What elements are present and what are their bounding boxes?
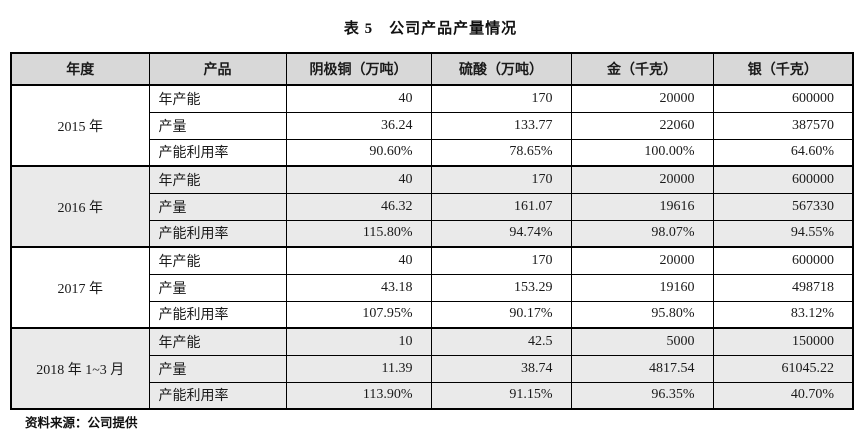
source-note: 资料来源：公司提供 <box>25 416 138 430</box>
year-cell: 2017 年 <box>10 246 150 329</box>
value-cell: 150000 <box>712 327 854 356</box>
column-header-product: 产品 <box>148 52 287 86</box>
value-cell: 600000 <box>712 84 854 113</box>
value-cell: 387570 <box>712 111 854 140</box>
value-cell: 5000 <box>570 327 714 356</box>
table-body: 2015 年年产能 40 170 20000 600000 产量 36.24 133.77 22… <box>10 84 854 410</box>
value-cell: 83.12% <box>712 300 854 329</box>
row-label-cell: 产量 <box>148 273 287 302</box>
table-row: 2018 年 1~3 月年产能 10 42.5 5000 150000 <box>10 327 854 410</box>
value-cell: 96.35% <box>570 381 714 410</box>
value-cell: 94.55% <box>712 219 854 248</box>
value-cell: 153.29 <box>430 273 572 302</box>
row-label-cell: 年产能 <box>148 84 287 113</box>
value-cell: 113.90% <box>285 381 432 410</box>
table-row: 2016 年年产能 40 170 20000 600000 <box>10 165 854 248</box>
value-cell: 19160 <box>570 273 714 302</box>
column-header-gold: 金（千克） <box>570 52 714 86</box>
value-cell: 78.65% <box>430 138 572 167</box>
value-cell: 61045.22 <box>712 354 854 383</box>
value-cell: 42.5 <box>430 327 572 356</box>
year-cell: 2015 年 <box>10 84 150 167</box>
value-cell: 90.17% <box>430 300 572 329</box>
column-header-copper: 阴极铜（万吨） <box>285 52 432 86</box>
table-row: 产量 43.18 153.29 19160 498718 <box>11 273 854 302</box>
row-label-cell: 产能利用率 <box>148 219 287 248</box>
value-cell: 43.18 <box>285 273 432 302</box>
value-cell: 40 <box>285 165 432 194</box>
value-cell: 498718 <box>712 273 854 302</box>
row-label-cell: 产量 <box>148 354 287 383</box>
row-label-cell: 产量 <box>148 111 287 140</box>
table-header-row: 年度 产品 阴极铜（万吨） 硫酸（万吨） 金（千克） 银（千克） <box>10 52 854 86</box>
table-row: 产量 11.39 38.74 4817.54 61045.22 <box>11 354 854 383</box>
value-cell: 40 <box>285 84 432 113</box>
row-label-cell: 产能利用率 <box>148 138 287 167</box>
value-cell: 98.07% <box>570 219 714 248</box>
value-cell: 20000 <box>570 246 714 275</box>
column-header-year: 年度 <box>10 52 150 86</box>
year-cell: 2018 年 1~3 月 <box>10 327 150 410</box>
table-row: 产能利用率 90.60% 78.65% 100.00% 64.60% <box>11 138 854 167</box>
table-title: 表 5 公司产品产量情况 <box>343 21 518 37</box>
column-header-silver: 银（千克） <box>712 52 854 86</box>
column-header-acid: 硫酸（万吨） <box>430 52 572 86</box>
value-cell: 64.60% <box>712 138 854 167</box>
value-cell: 40.70% <box>712 381 854 410</box>
value-cell: 100.00% <box>570 138 714 167</box>
row-label-cell: 产能利用率 <box>148 381 287 410</box>
table-row: 产能利用率 115.80% 94.74% 98.07% 94.55% <box>11 219 854 248</box>
value-cell: 46.32 <box>285 192 432 221</box>
table-row: 产量 36.24 133.77 22060 387570 <box>11 111 854 140</box>
table-row: 产能利用率 113.90% 91.15% 96.35% 40.70% <box>11 381 854 410</box>
value-cell: 11.39 <box>285 354 432 383</box>
value-cell: 4817.54 <box>570 354 714 383</box>
row-label-cell: 产能利用率 <box>148 300 287 329</box>
table-row: 产量 46.32 161.07 19616 567330 <box>11 192 854 221</box>
row-label-cell: 年产能 <box>148 165 287 194</box>
value-cell: 20000 <box>570 165 714 194</box>
row-label-cell: 年产能 <box>148 246 287 275</box>
value-cell: 115.80% <box>285 219 432 248</box>
row-label-cell: 产量 <box>148 192 287 221</box>
value-cell: 600000 <box>712 165 854 194</box>
value-cell: 95.80% <box>570 300 714 329</box>
value-cell: 91.15% <box>430 381 572 410</box>
value-cell: 170 <box>430 165 572 194</box>
value-cell: 36.24 <box>285 111 432 140</box>
value-cell: 161.07 <box>430 192 572 221</box>
value-cell: 133.77 <box>430 111 572 140</box>
value-cell: 22060 <box>570 111 714 140</box>
value-cell: 19616 <box>570 192 714 221</box>
production-table: 年度 产品 阴极铜（万吨） 硫酸（万吨） 金（千克） 银（千克） 2015 年年… <box>10 52 854 410</box>
value-cell: 90.60% <box>285 138 432 167</box>
year-cell: 2016 年 <box>10 165 150 248</box>
table-row: 2017 年年产能 40 170 20000 600000 <box>10 246 854 329</box>
value-cell: 170 <box>430 84 572 113</box>
table-row: 2015 年年产能 40 170 20000 600000 <box>10 84 854 167</box>
value-cell: 40 <box>285 246 432 275</box>
value-cell: 10 <box>285 327 432 356</box>
value-cell: 170 <box>430 246 572 275</box>
row-label-cell: 年产能 <box>148 327 287 356</box>
value-cell: 600000 <box>712 246 854 275</box>
value-cell: 94.74% <box>430 219 572 248</box>
value-cell: 20000 <box>570 84 714 113</box>
value-cell: 107.95% <box>285 300 432 329</box>
value-cell: 38.74 <box>430 354 572 383</box>
value-cell: 567330 <box>712 192 854 221</box>
